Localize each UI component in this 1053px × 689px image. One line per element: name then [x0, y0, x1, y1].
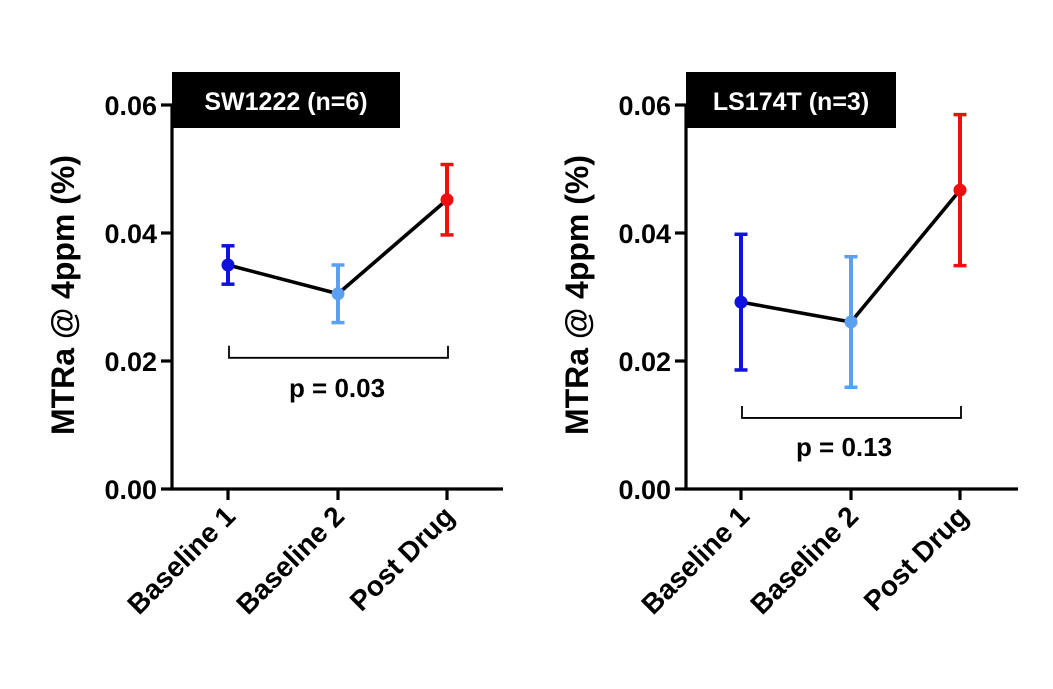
y-tick-label: 0.06: [618, 91, 671, 121]
significance-bracket: [741, 405, 962, 419]
y-tick-label: 0.04: [618, 219, 671, 249]
data-point: [844, 315, 858, 329]
y-tick-label: 0.06: [104, 91, 157, 121]
significance-bracket: [228, 345, 449, 359]
data-point: [331, 287, 345, 301]
panel-title: SW1222 (n=6): [204, 88, 367, 116]
x-category-label: Baseline 2: [230, 500, 350, 620]
p-value-label: p = 0.03: [289, 373, 385, 403]
x-category-label: Post Drug: [858, 500, 975, 617]
panel-title-box: [686, 72, 896, 128]
y-axis-title: MTRa @ 4ppm (%): [45, 155, 81, 435]
x-category-label: Baseline 2: [744, 500, 864, 620]
data-point: [440, 193, 454, 207]
panel-sw1222: SW1222 (n=6) MTRa @ 4ppm (%) 0.00 0.02 0…: [45, 72, 503, 620]
data-point: [734, 295, 748, 309]
panel-title: LS174T (n=3): [713, 88, 869, 116]
x-category-label: Post Drug: [344, 500, 461, 617]
data-point: [953, 183, 967, 197]
y-tick-label: 0.02: [104, 347, 157, 377]
y-axis-title: MTRa @ 4ppm (%): [559, 155, 595, 435]
y-tick-label: 0.00: [618, 475, 671, 505]
y-tick-label: 0.00: [104, 475, 157, 505]
data-point: [221, 258, 235, 272]
panel-title-box: [172, 72, 400, 128]
y-tick-label: 0.04: [104, 219, 157, 249]
p-value-label: p = 0.13: [796, 432, 892, 462]
x-category-label: Baseline 1: [121, 500, 241, 620]
panel-ls174t: LS174T (n=3) MTRa @ 4ppm (%) 0.00 0.02 0…: [559, 72, 1018, 620]
x-category-label: Baseline 1: [635, 500, 755, 620]
y-tick-label: 0.02: [618, 347, 671, 377]
